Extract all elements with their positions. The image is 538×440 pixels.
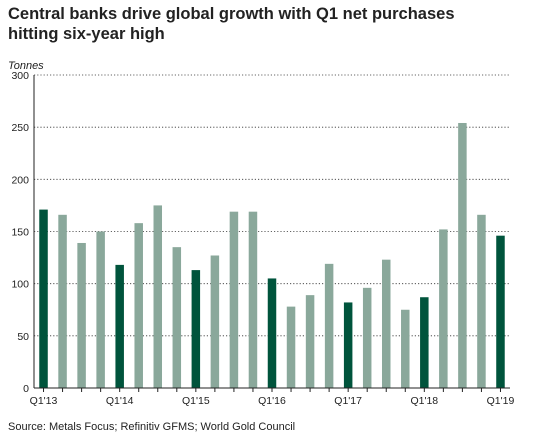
bar-Q213 (58, 214, 67, 388)
bar-Q117 (343, 302, 353, 388)
y-tick-label-300: 300 (11, 70, 29, 82)
y-tick-label-200: 200 (11, 174, 29, 186)
y-tick-label-250: 250 (11, 122, 29, 134)
bar-Q216 (286, 306, 296, 388)
bar-Q218 (439, 229, 448, 388)
bar-Q417 (401, 309, 410, 388)
y-axis-ticks: 0 50 100 150 200 250 300 (11, 70, 29, 395)
bar-Q415 (248, 211, 258, 388)
bar-Q215 (210, 255, 220, 388)
bar-Q313 (77, 242, 86, 388)
x-tick-label-Q116: Q1'16 (258, 395, 286, 407)
y-tick-label-100: 100 (11, 279, 29, 291)
bar-Q418 (477, 214, 486, 388)
bar-Q116 (267, 278, 277, 388)
bar-Q416 (324, 263, 334, 388)
bar-Q317 (381, 259, 391, 388)
x-tick-label-Q119: Q1'19 (487, 395, 515, 407)
x-tick-label-Q117: Q1'17 (334, 395, 362, 407)
x-tick-label-Q118: Q1'18 (410, 395, 438, 407)
bar-Q113 (39, 209, 48, 388)
y-tick-label-50: 50 (17, 331, 29, 343)
bar-Q118 (420, 297, 429, 388)
bar-Q217 (362, 287, 372, 388)
x-tick-label-Q114: Q1'14 (106, 395, 134, 407)
x-axis-ticks: Q1'13 Q1'14 Q1'15 Q1'16 Q1'17 Q1'18 Q1'19 (30, 388, 515, 407)
bar-Q315 (229, 211, 239, 388)
x-tick-label-Q115: Q1'15 (182, 395, 210, 407)
y-tick-label-0: 0 (23, 383, 29, 395)
bar-Q318 (458, 122, 467, 388)
bar-Q114 (115, 264, 124, 388)
source-note: Source: Metals Focus; Refinitiv GFMS; Wo… (8, 421, 296, 433)
y-axis-label: Tonnes (8, 60, 44, 72)
bar-Q414 (172, 247, 182, 388)
bar-Q316 (305, 295, 315, 388)
x-tick-label-Q113: Q1'13 (30, 395, 58, 407)
chart-title: Central banks drive global growth with Q… (8, 5, 455, 43)
bars (39, 122, 505, 388)
y-tick-label-150: 150 (11, 227, 29, 239)
bar-Q314 (153, 205, 163, 388)
bar-Q214 (134, 223, 143, 388)
bar-Q119 (496, 235, 505, 388)
bar-Q115 (191, 270, 201, 388)
bar-Q413 (96, 231, 105, 388)
